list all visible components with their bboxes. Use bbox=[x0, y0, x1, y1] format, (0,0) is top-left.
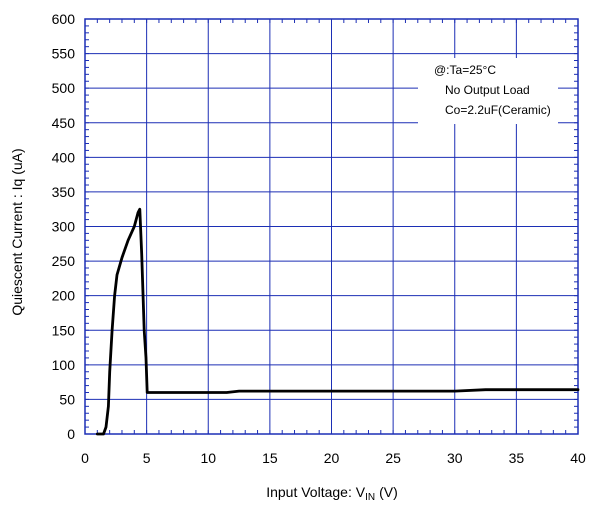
x-axis-title: Input Voltage: VIN (V) bbox=[266, 484, 398, 503]
y-tick-label: 50 bbox=[59, 391, 75, 407]
x-axis-title-symbol: V bbox=[356, 484, 366, 500]
x-tick-label: 0 bbox=[81, 450, 89, 466]
y-tick-label: 350 bbox=[52, 184, 76, 200]
x-tick-label: 30 bbox=[447, 450, 463, 466]
annotation-capacitor: Co=2.2uF(Ceramic) bbox=[445, 103, 551, 117]
y-tick-label: 600 bbox=[52, 11, 76, 27]
x-axis-title-unit: (V) bbox=[379, 484, 398, 500]
annotation-load: No Output Load bbox=[445, 83, 530, 97]
annotation-temperature: @:Ta=25°C bbox=[434, 63, 496, 77]
x-tick-label: 10 bbox=[200, 450, 216, 466]
x-tick-label: 25 bbox=[385, 450, 401, 466]
y-axis-title: Quiescent Current : Iq (uA) bbox=[9, 148, 25, 315]
x-tick-labels: 0 5 10 15 20 25 30 35 40 bbox=[81, 450, 586, 466]
x-tick-label: 15 bbox=[262, 450, 278, 466]
y-tick-label: 450 bbox=[52, 115, 76, 131]
grid bbox=[85, 19, 578, 434]
y-tick-labels: 0 50 100 150 200 250 300 350 400 450 500 550 600 bbox=[52, 11, 76, 442]
x-axis-title-label: Input Voltage bbox=[266, 484, 348, 500]
y-tick-label: 100 bbox=[52, 357, 76, 373]
x-axis-title-subscript: IN bbox=[365, 492, 375, 503]
y-tick-label: 400 bbox=[52, 149, 76, 165]
x-tick-label: 20 bbox=[324, 450, 340, 466]
y-tick-label: 150 bbox=[52, 322, 76, 338]
y-tick-label: 550 bbox=[52, 46, 76, 62]
y-tick-label: 250 bbox=[52, 253, 76, 269]
y-tick-label: 0 bbox=[67, 426, 75, 442]
x-tick-label: 5 bbox=[143, 450, 151, 466]
x-tick-label: 35 bbox=[509, 450, 525, 466]
series-line bbox=[95, 207, 580, 436]
annotation-box bbox=[418, 58, 558, 124]
x-tick-label: 40 bbox=[570, 450, 586, 466]
y-tick-label: 500 bbox=[52, 80, 76, 96]
y-tick-label: 300 bbox=[52, 219, 76, 235]
y-tick-label: 200 bbox=[52, 288, 76, 304]
plot-area bbox=[84, 18, 579, 435]
